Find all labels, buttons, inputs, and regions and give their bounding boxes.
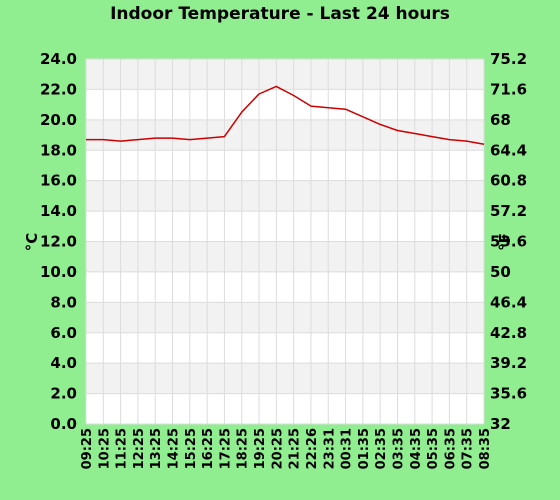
x-tick-label: 19:25 [253,428,268,469]
x-axis-ticks: 09:25 10:25 11:25 12:25 13:25 14:25 15:25 16:25… [80,428,493,469]
y-tick-label-left: 20.0 [40,111,77,129]
plot-band [86,119,484,151]
y-tick-label-right: 68 [490,111,511,129]
y-tick-label-right: 42.8 [490,324,527,342]
y-tick-label-right: 75.2 [490,50,527,68]
plot-band [86,89,484,120]
x-tick-label: 00:31 [340,428,355,469]
x-tick-label: 03:35 [391,428,406,469]
y-tick-label-left: 16.0 [40,172,77,190]
y-tick-label-right: 53.6 [490,233,527,251]
y-tick-label-left: 18.0 [40,141,77,159]
x-tick-label: 08:35 [478,428,493,469]
x-tick-label: 17:25 [218,428,233,469]
x-tick-label: 13:25 [149,428,164,469]
y-axis-left-label: °C [23,233,41,252]
x-tick-label: 23:31 [322,428,337,469]
x-tick-label: 12:25 [132,428,147,469]
series-group [86,85,485,145]
y-tick-label-right: 50 [490,263,511,281]
plot-band [86,180,484,212]
y-tick-label-left: 22.0 [40,80,77,98]
y-tick-label-right: 57.2 [490,202,527,220]
temperature-series-line [86,85,485,145]
y-tick-label-left: 0.0 [50,415,77,433]
plot-band [86,393,484,424]
plot-band [86,211,484,242]
x-tick-label: 10:25 [97,428,112,469]
y-axis-left-ticks: 0.0 2.0 4.0 6.0 8.0 10.0 12.0 14.0 16.0 18.0 20.0 2… [40,50,77,433]
x-tick-label: 18:25 [236,428,251,469]
y-tick-label-left: 4.0 [50,354,77,372]
y-tick-label-left: 2.0 [50,385,77,403]
chart-title: Indoor Temperature - Last 24 hours [110,4,450,24]
x-tick-label: 20:25 [270,428,285,469]
y-tick-label-right: 60.8 [490,172,527,190]
plot-band [86,150,484,181]
plot-bands [86,59,484,424]
y-axis-right-ticks: 32 35.6 39.2 42.8 46.4 50 53.6 57.2 60.8 64.4 68 71… [490,50,527,433]
plot-band [86,241,484,272]
x-tick-label: 11:25 [115,428,130,469]
x-tick-label: 06:35 [443,428,458,469]
x-tick-label: 05:35 [426,428,441,469]
y-axis-right-label: °F [496,233,514,251]
y-tick-label-left: 24.0 [40,50,77,68]
plot-band [86,59,484,90]
x-tick-label: 01:35 [357,428,372,469]
x-tick-label: 16:25 [201,428,216,469]
y-tick-label-left: 12.0 [40,233,77,251]
y-tick-label-left: 10.0 [40,263,77,281]
x-tick-label: 07:35 [461,428,476,469]
y-tick-label-right: 71.6 [490,80,527,98]
y-tick-label-left: 8.0 [50,293,77,311]
y-tick-label-right: 64.4 [490,141,527,159]
plot-band [86,271,484,303]
y-tick-label-left: 6.0 [50,324,77,342]
y-tick-label-left: 14.0 [40,202,77,220]
y-tick-label-right: 46.4 [490,293,527,311]
x-tick-label: 09:25 [80,428,95,469]
x-tick-label: 02:35 [374,428,389,469]
x-tick-label: 15:25 [184,428,199,469]
x-tick-label: 14:25 [167,428,182,469]
y-tick-label-right: 32 [490,415,511,433]
y-tick-label-right: 39.2 [490,354,527,372]
gridlines [85,58,485,425]
plot-band [86,363,484,394]
plot-band [86,332,484,364]
y-tick-label-right: 35.6 [490,385,527,403]
x-tick-label: 04:35 [409,428,424,469]
x-tick-label: 21:25 [288,428,303,469]
x-tick-label: 22:26 [305,428,320,469]
plot-band [86,302,484,333]
